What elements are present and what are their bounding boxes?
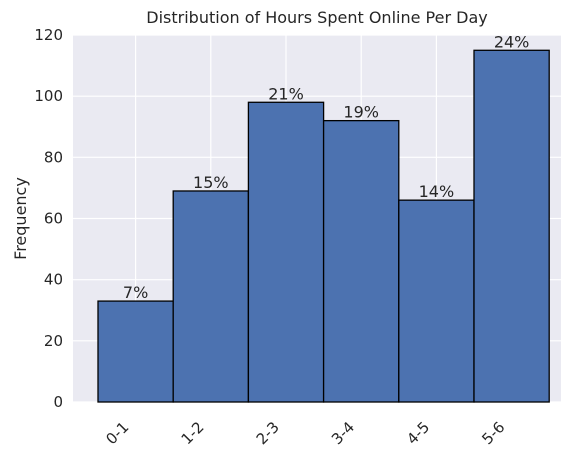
- y-axis-label: Frequency: [11, 177, 30, 260]
- bar-data-label: 15%: [193, 173, 229, 192]
- bar-data-label: 7%: [123, 283, 148, 302]
- bar-data-label: 21%: [268, 84, 304, 103]
- x-tick-label: 0-1: [102, 418, 132, 448]
- bar-data-label: 19%: [343, 103, 379, 122]
- x-axis-ticks: 0-1 1-2 2-3 3-4 4-5 5-6: [102, 418, 508, 448]
- bar: [97, 300, 174, 403]
- chart-title: Distribution of Hours Spent Online Per D…: [146, 8, 487, 27]
- x-tick-label: 1-2: [178, 418, 208, 448]
- bars: [97, 49, 550, 403]
- y-tick-label: 40: [44, 271, 63, 289]
- x-tick-label: 4-5: [403, 418, 433, 448]
- y-tick-label: 20: [44, 332, 63, 350]
- x-tick-label: 2-3: [253, 418, 283, 448]
- y-axis-ticks: 0 20 40 60 80 100 120: [34, 26, 63, 411]
- x-tick-label: 5-6: [478, 418, 508, 448]
- y-tick-label: 100: [34, 87, 63, 105]
- data-labels: 7% 15% 21% 19% 14% 24%: [123, 32, 529, 302]
- y-tick-label: 80: [44, 148, 63, 166]
- bar: [322, 119, 400, 403]
- x-tick-label: 3-4: [328, 418, 358, 448]
- bar: [398, 199, 475, 403]
- bar-data-label: 14%: [419, 182, 455, 201]
- bar: [247, 101, 325, 403]
- y-tick-label: 60: [44, 210, 63, 228]
- y-tick-label: 120: [34, 26, 63, 44]
- y-tick-label: 0: [53, 393, 63, 411]
- bar-data-label: 24%: [494, 32, 530, 51]
- bar: [473, 49, 550, 403]
- bar: [172, 190, 250, 403]
